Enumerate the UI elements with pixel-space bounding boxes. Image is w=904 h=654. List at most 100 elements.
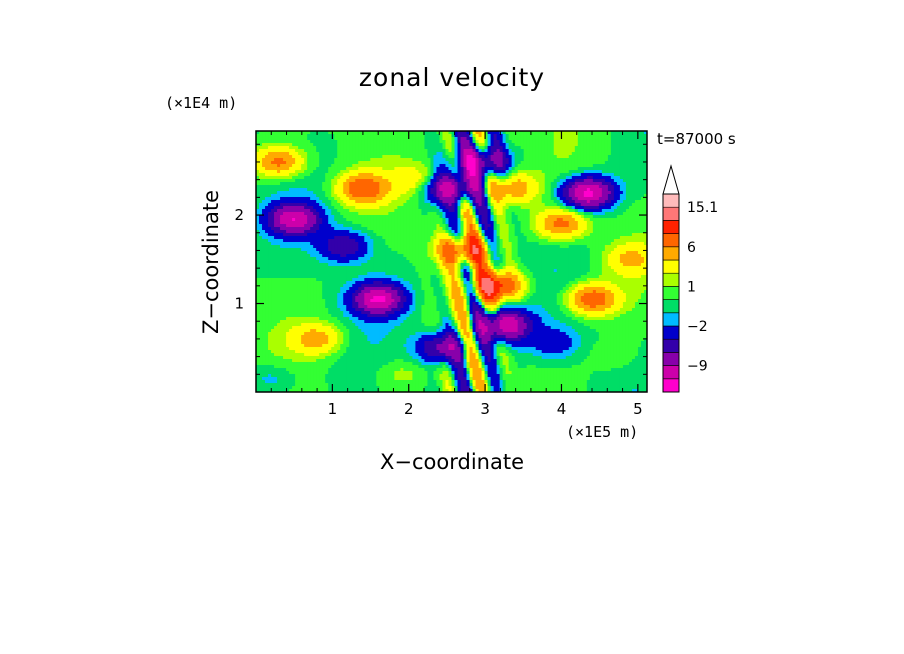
field-cell [418, 149, 423, 153]
field-cell [577, 224, 582, 228]
field-cell [463, 224, 468, 228]
field-cell [451, 200, 456, 204]
field-cell [553, 185, 558, 189]
field-cell [304, 185, 308, 189]
field-cell [373, 173, 377, 177]
field-cell [541, 230, 546, 234]
field-cell [343, 185, 347, 189]
field-cell [379, 224, 383, 228]
field-cell [412, 155, 417, 159]
field-cell [574, 158, 579, 162]
field-cell [538, 188, 543, 192]
field-cell [457, 146, 462, 150]
field-cell [352, 233, 356, 237]
field-cell [634, 194, 639, 198]
field-cell [418, 200, 423, 204]
field-cell [310, 146, 314, 150]
field-cell [412, 233, 417, 237]
field-cell [367, 140, 371, 144]
field-cell [325, 218, 329, 222]
field-cell [493, 224, 498, 228]
field-cell [385, 224, 389, 228]
field-cell [610, 176, 615, 180]
field-cell [493, 185, 498, 189]
field-cell [379, 146, 383, 150]
field-cell [616, 188, 621, 192]
field-cell [538, 200, 543, 204]
field-cell [337, 161, 341, 165]
field-cell [343, 149, 347, 153]
field-cell [583, 206, 588, 210]
field-cell [562, 200, 567, 204]
field-cell [574, 137, 579, 141]
field-cell [313, 143, 317, 147]
field-cell [376, 140, 380, 144]
field-cell [547, 137, 552, 141]
field-cell [610, 182, 615, 186]
field-cell [292, 206, 296, 210]
field-cell [352, 152, 356, 156]
field-cell [643, 206, 647, 210]
field-cell [379, 164, 383, 168]
field-cell [508, 170, 513, 174]
field-cell [634, 188, 639, 192]
field-cell [487, 194, 492, 198]
field-cell [403, 143, 407, 147]
field-cell [463, 167, 468, 171]
field-cell [391, 206, 395, 210]
field-cell [640, 185, 645, 189]
field-cell [289, 215, 293, 219]
field-cell [484, 173, 489, 177]
field-cell [460, 176, 465, 180]
field-cell [268, 176, 272, 180]
field-cell [529, 155, 534, 159]
field-cell [532, 152, 537, 156]
field-cell [577, 203, 582, 207]
field-cell [352, 197, 356, 201]
field-cell [451, 170, 456, 174]
field-cell [316, 152, 320, 156]
field-cell [406, 227, 410, 231]
field-cell [484, 230, 489, 234]
field-cell [265, 146, 269, 150]
field-cell [331, 134, 335, 138]
field-cell [520, 224, 525, 228]
field-cell [382, 200, 386, 204]
field-cell [274, 191, 278, 195]
field-cell [571, 161, 576, 165]
field-cell [613, 212, 618, 216]
field-cell [268, 131, 272, 135]
field-cell [556, 131, 561, 135]
field-cell [523, 209, 528, 213]
field-cell [364, 200, 368, 204]
field-cell [580, 188, 585, 192]
field-cell [463, 230, 468, 234]
field-cell [505, 212, 510, 216]
field-cell [400, 224, 404, 228]
field-cell [613, 209, 618, 213]
field-cell [622, 197, 627, 201]
field-cell [268, 227, 272, 231]
field-cell [442, 185, 447, 189]
field-cell [466, 224, 471, 228]
field-cell [397, 200, 401, 204]
field-cell [625, 140, 630, 144]
field-cell [364, 173, 368, 177]
field-cell [484, 194, 489, 198]
field-cell [469, 185, 474, 189]
field-cell [310, 167, 314, 171]
field-cell [430, 176, 435, 180]
field-cell [286, 221, 290, 225]
field-cell [388, 137, 392, 141]
field-cell [589, 227, 594, 231]
field-cell [535, 194, 540, 198]
field-cell [433, 137, 438, 141]
field-cell [292, 179, 296, 183]
field-cell [502, 191, 507, 195]
field-cell [340, 230, 344, 234]
field-cell [388, 194, 392, 198]
field-cell [601, 167, 606, 171]
field-cell [538, 191, 543, 195]
field-cell [577, 227, 582, 231]
field-cell [568, 224, 573, 228]
